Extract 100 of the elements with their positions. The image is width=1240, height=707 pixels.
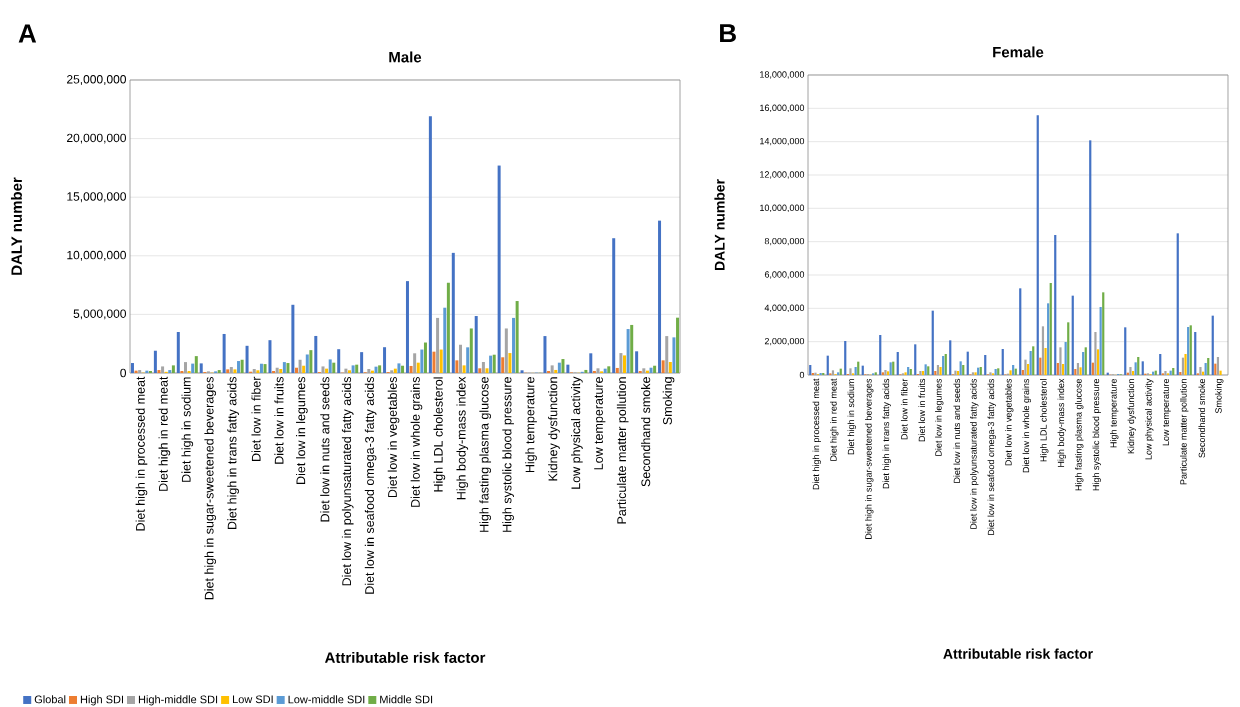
bar xyxy=(321,366,325,373)
bar xyxy=(554,369,558,373)
bar xyxy=(1096,349,1100,375)
x-tick-label: Diet low in seafood omega-3 fatty acids xyxy=(364,377,377,594)
bar xyxy=(849,368,852,375)
x-tick-label: High body-mass index xyxy=(1057,378,1066,467)
bar xyxy=(130,363,134,373)
y-axis-title: DALY number xyxy=(10,177,22,275)
bar xyxy=(1137,356,1140,375)
bar xyxy=(256,370,260,373)
bar xyxy=(222,333,226,373)
bar xyxy=(984,354,987,375)
bar xyxy=(949,340,952,375)
bar xyxy=(661,360,665,373)
bar xyxy=(504,328,508,373)
bar xyxy=(194,356,198,373)
x-tick-label: Particulate matter pollution xyxy=(616,377,629,524)
x-tick-label: High LDL cholesterol xyxy=(1040,379,1049,462)
chart-title: Female xyxy=(993,46,1044,58)
y-axis-title: DALY number xyxy=(714,179,725,271)
x-tick-label: High systolic blood pressure xyxy=(502,377,514,532)
y-tick-label: 5,000,000 xyxy=(73,309,127,320)
x-axis-title: Attributable risk factor xyxy=(324,651,486,663)
bar xyxy=(1079,367,1082,375)
bar xyxy=(374,366,378,373)
bar xyxy=(619,353,623,373)
bar xyxy=(337,349,341,373)
bar xyxy=(360,352,364,373)
x-tick-label: Diet low in nuts and seeds xyxy=(953,378,961,483)
x-tick-label: Diet low in polyunsaturated fatty acids xyxy=(341,377,354,586)
bar xyxy=(1021,369,1024,375)
bar xyxy=(443,307,447,373)
x-tick-label: Diet low in whole grains xyxy=(1022,378,1031,473)
x-tick-label: High LDL cholesterol xyxy=(433,377,446,492)
bar xyxy=(298,359,302,373)
x-tick-label: High temperature xyxy=(525,377,537,473)
bar xyxy=(459,344,462,373)
y-tick-label: 14,000,000 xyxy=(760,137,805,146)
bar xyxy=(439,349,443,373)
bar xyxy=(259,363,263,373)
bar xyxy=(508,353,512,373)
x-tick-label: Smoking xyxy=(1215,379,1224,414)
y-tick-label: 0 xyxy=(799,371,805,379)
legend-label: High-middle SDI xyxy=(138,695,218,706)
bar xyxy=(1094,331,1097,375)
bar xyxy=(1184,353,1187,375)
bar xyxy=(397,363,401,373)
text: B xyxy=(720,24,736,43)
bar xyxy=(809,364,812,375)
bar xyxy=(432,351,436,373)
legend-label: Global xyxy=(34,695,66,704)
bar xyxy=(515,301,519,373)
x-tick-label: Diet high in processed meat xyxy=(135,376,148,531)
bar xyxy=(512,317,516,373)
bar xyxy=(305,354,309,373)
y-tick-label: 10,000,000 xyxy=(760,204,805,213)
x-tick-label: Diet low in fruits xyxy=(274,376,284,464)
bar xyxy=(1102,292,1105,375)
bar xyxy=(348,370,352,373)
x-tick-label: Particulate matter pollution xyxy=(1180,379,1189,485)
bar xyxy=(314,335,318,373)
bar xyxy=(596,368,600,373)
bar xyxy=(184,362,187,373)
x-tick-label: Low physical activity xyxy=(571,376,583,489)
bar xyxy=(879,334,882,375)
bar xyxy=(153,350,157,373)
bar xyxy=(309,350,313,373)
bar xyxy=(176,331,180,373)
x-tick-label: High fasting plasma glucose xyxy=(479,377,492,532)
bar xyxy=(1216,356,1220,375)
bar xyxy=(469,328,473,373)
y-tick-label: 8,000,000 xyxy=(764,237,805,246)
y-tick-label: 15,000,000 xyxy=(67,192,126,203)
bar xyxy=(332,362,336,373)
x-tick-label: Diet low in fiber xyxy=(900,378,908,440)
y-tick-label: 10,000,000 xyxy=(67,250,126,261)
bar xyxy=(466,347,470,373)
bar xyxy=(1059,347,1062,375)
bar xyxy=(405,281,409,373)
y-tick-label: 20,000,000 xyxy=(67,133,126,144)
x-tick-label: High temperature xyxy=(1110,378,1119,448)
bar xyxy=(291,304,295,373)
bar xyxy=(420,349,424,373)
bar xyxy=(1141,361,1144,375)
bar xyxy=(168,370,172,373)
bar xyxy=(1026,363,1030,375)
bar xyxy=(649,367,653,373)
x-tick-label: Diet low in polyunsaturated fatty acids xyxy=(970,378,979,529)
bar xyxy=(1204,362,1207,375)
bar xyxy=(1084,347,1087,375)
x-tick-label: Diet low in vegetables xyxy=(1005,378,1014,466)
bar xyxy=(653,365,657,373)
bar xyxy=(676,317,680,373)
bar xyxy=(428,116,432,373)
y-tick-label: 25,000,000 xyxy=(67,75,126,85)
bar xyxy=(286,363,290,373)
x-tick-label: Diet low in nuts and seeds xyxy=(320,377,330,522)
bar xyxy=(409,365,413,373)
legend-label: Middle SDI xyxy=(380,695,433,704)
x-tick-label: Diet low in fiber xyxy=(251,376,261,461)
